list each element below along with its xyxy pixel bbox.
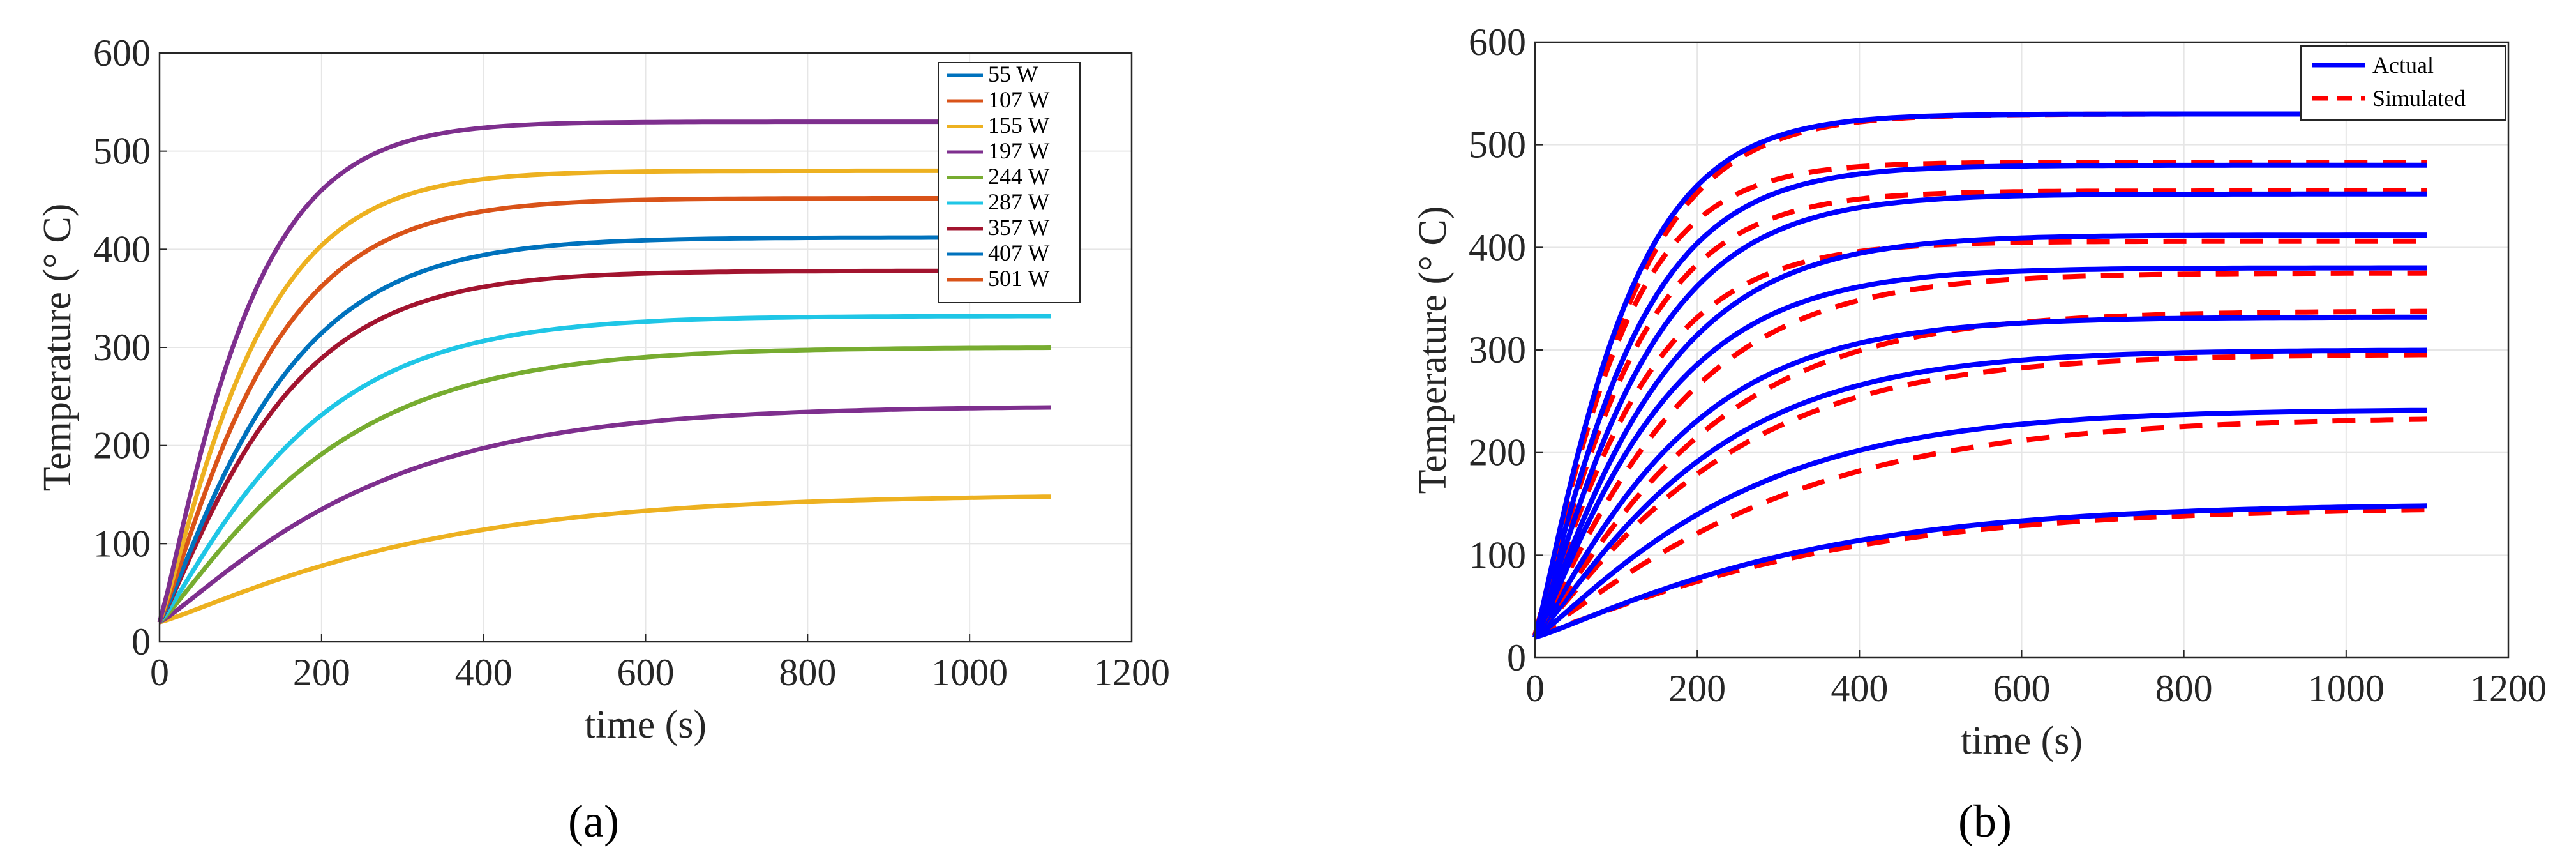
chart-a-series-line-4 [158,314,1051,624]
chart-b-actual-line-9 [1532,111,2427,638]
chart-a-series-line-7 [157,195,1051,623]
chart-b-xtick-label: 1000 [2308,667,2385,709]
chart-a-ytick-label: 100 [93,522,151,565]
chart-b-xtick-label: 600 [1993,667,2051,709]
chart-b-ytick-label: 100 [1469,534,1526,576]
chart-b-simulated-line-7 [1532,188,2427,636]
chart-b-ytick-label: 600 [1469,21,1526,63]
panel-a-label: (a) [568,796,619,847]
chart-a-xtick-label: 600 [617,651,675,694]
chart-b-simulated-line-5 [1532,270,2427,637]
chart-a: 0 200 400 600 800 1000 1200 0 100 200 300 400 500 600… [36,32,1170,747]
chart-a-series-line-2 [158,405,1051,625]
chart-a-axes-frame [158,52,1133,643]
chart-a-ytick-label: 400 [93,228,151,270]
chart-b-ylabel: Temperature (° C) [1411,206,1455,494]
chart-b-simulated-line-8 [1532,160,2427,636]
chart-a-legend-label: 155 W [988,112,1049,138]
chart-a-legend [938,62,1081,303]
chart-b-legend [2300,45,2506,121]
chart-a-series-line-5 [157,268,1051,623]
chart-b-ytick-label: 200 [1469,432,1526,474]
chart-b-simulated-line-2 [1534,416,2427,638]
chart-b-xlabel: time (s) [1961,719,2083,762]
chart-a-ylabel: Temperature (° C) [36,204,79,492]
chart-a-xtick-label: 1000 [931,651,1008,694]
chart-a-xtick-label: 0 [150,651,169,694]
chart-b-actual-line-7 [1532,191,2427,639]
chart-b-actual-line-1 [1534,503,2427,640]
chart-b-actual-line-3 [1533,347,2427,639]
chart-b-simulated-line-4 [1532,308,2427,637]
chart-b-ytick-label: 400 [1469,226,1526,268]
chart-b-xtick-label: 1200 [2470,667,2547,709]
chart-a-xtick-label: 1200 [1093,651,1170,694]
chart-b-xtick-label: 200 [1668,667,1726,709]
chart-a-series-line-8 [157,168,1051,623]
chart-a-xtick-label: 200 [293,651,350,694]
panel-b-label: (b) [1958,796,2012,847]
chart-a-series-line-3 [158,345,1051,624]
chart-b-legend-label: Simulated [2372,86,2466,111]
chart-a-legend-label: 407 W [988,240,1049,266]
chart-a-legend-label: 55 W [988,61,1038,87]
chart-a-xtick-label: 800 [779,651,836,694]
chart-a-ytick-label: 200 [93,425,151,467]
chart-a-xtick-label: 400 [455,651,513,694]
chart-a-series-line-6 [157,235,1051,623]
chart-b-xtick-label: 400 [1831,667,1888,709]
chart-b-axes-frame [1534,41,2510,659]
chart-b-ytick-label: 0 [1507,637,1526,679]
chart-a-series-line-1 [159,494,1051,625]
chart-a-legend-label: 197 W [988,138,1049,163]
chart-b-simulated-line-6 [1532,238,2427,637]
chart-b-xtick-label: 0 [1525,667,1545,709]
chart-b-actual-line-8 [1532,162,2427,639]
chart-a-legend-label: 107 W [988,87,1049,112]
chart-b: 0 200 400 600 800 1000 1200 0 100 200 300 400 500 600… [1411,21,2547,762]
chart-b-legend-label: Actual [2372,52,2434,78]
chart-b-simulated-line-3 [1533,352,2427,637]
chart-a-ytick-label: 0 [131,621,151,663]
chart-b-simulated-line-1 [1534,507,2427,638]
chart-b-actual-line-6 [1532,232,2427,639]
chart-a-legend-label: 357 W [988,215,1049,240]
chart-a-legend-label: 287 W [988,189,1049,215]
chart-b-ytick-label: 300 [1469,329,1526,371]
chart-b-actual-line-2 [1533,407,2427,640]
chart-a-ytick-label: 600 [93,32,151,74]
chart-b-xtick-label: 800 [2155,667,2213,709]
chart-a-xlabel: time (s) [585,703,707,747]
chart-a-ytick-label: 300 [93,326,151,368]
chart-a-legend-label: 244 W [988,163,1049,189]
chart-a-series-line-9 [157,119,1051,623]
chart-b-actual-line-5 [1532,265,2427,639]
chart-b-ytick-label: 500 [1469,124,1526,166]
chart-a-legend-label: 501 W [988,266,1049,291]
chart-b-actual-line-4 [1532,314,2427,639]
chart-a-ytick-label: 500 [93,130,151,172]
